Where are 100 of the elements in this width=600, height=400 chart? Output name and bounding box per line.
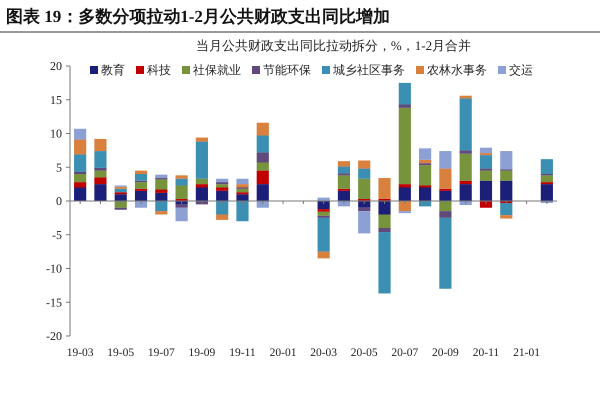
bar bbox=[114, 201, 127, 208]
bar bbox=[176, 178, 188, 186]
bar bbox=[155, 179, 168, 190]
bar bbox=[94, 177, 107, 184]
bar bbox=[94, 184, 107, 201]
bar bbox=[460, 180, 472, 184]
bar bbox=[256, 170, 269, 184]
bar bbox=[398, 82, 411, 104]
x-tick-label: 20-03 bbox=[310, 347, 338, 359]
bar bbox=[236, 201, 249, 222]
bar bbox=[500, 203, 512, 216]
legend-label: 科技 bbox=[147, 63, 171, 77]
bar bbox=[216, 214, 228, 220]
x-tick-label: 19-11 bbox=[229, 347, 256, 359]
bar bbox=[256, 184, 269, 201]
bar bbox=[134, 174, 148, 181]
bar bbox=[216, 178, 228, 182]
bar bbox=[419, 188, 432, 201]
bar bbox=[176, 208, 188, 222]
bar bbox=[256, 162, 269, 171]
bar bbox=[480, 148, 492, 154]
bar bbox=[256, 152, 269, 163]
bar bbox=[94, 138, 107, 152]
bar bbox=[216, 201, 228, 214]
bar bbox=[338, 175, 350, 189]
legend-label: 节能环保 bbox=[263, 63, 311, 77]
bar bbox=[94, 170, 107, 178]
legend-label: 教育 bbox=[101, 63, 125, 77]
bar bbox=[419, 148, 432, 160]
bar bbox=[358, 160, 370, 169]
bar bbox=[155, 174, 168, 178]
bar bbox=[74, 188, 86, 201]
bar bbox=[460, 98, 472, 150]
bar bbox=[256, 136, 269, 152]
bar bbox=[318, 212, 330, 216]
bar bbox=[74, 128, 86, 140]
bar bbox=[155, 190, 168, 193]
bar bbox=[358, 168, 370, 179]
bar bbox=[318, 252, 330, 258]
bar bbox=[196, 178, 208, 184]
bar bbox=[378, 228, 391, 232]
bar bbox=[378, 201, 391, 214]
legend-label: 社保就业 bbox=[193, 63, 241, 77]
bar bbox=[419, 165, 432, 186]
bar bbox=[236, 178, 249, 184]
bar bbox=[338, 166, 350, 174]
bar bbox=[196, 184, 208, 188]
y-tick-label: 10 bbox=[50, 126, 62, 140]
x-tick-label: 19-09 bbox=[188, 347, 216, 359]
bar bbox=[94, 151, 107, 168]
bar bbox=[134, 190, 148, 201]
bar bbox=[74, 140, 86, 154]
legend-label: 交运 bbox=[509, 63, 533, 77]
bar bbox=[155, 201, 168, 212]
x-tick-label: 20-01 bbox=[270, 347, 297, 359]
bar bbox=[196, 142, 208, 179]
bar bbox=[358, 208, 370, 212]
y-tick-label: 15 bbox=[50, 92, 62, 107]
bar bbox=[155, 192, 168, 201]
bar bbox=[155, 211, 168, 214]
x-tick-label: 20-05 bbox=[350, 347, 378, 359]
bar bbox=[540, 175, 553, 182]
legend-label: 城乡社区事务 bbox=[332, 63, 405, 77]
bar bbox=[256, 122, 269, 136]
bar bbox=[378, 232, 391, 294]
bar bbox=[500, 180, 512, 201]
chart-subtitle: 当月公共财政支出同比拉动拆分，%，1-2月合并 bbox=[196, 38, 472, 53]
bar bbox=[358, 178, 370, 199]
bar bbox=[500, 151, 512, 170]
bar bbox=[236, 184, 249, 188]
bar bbox=[318, 218, 330, 252]
bar bbox=[114, 194, 127, 201]
bar bbox=[439, 168, 452, 189]
y-tick-label: 20 bbox=[50, 59, 62, 73]
bar bbox=[74, 182, 86, 188]
bar bbox=[196, 138, 208, 142]
x-tick-label: 20-07 bbox=[391, 347, 418, 359]
bar bbox=[216, 190, 228, 201]
bar bbox=[398, 184, 411, 188]
bar bbox=[439, 211, 452, 218]
bar bbox=[134, 201, 148, 208]
bar bbox=[439, 218, 452, 289]
bar bbox=[196, 188, 208, 201]
bar bbox=[338, 161, 350, 167]
bar bbox=[480, 170, 492, 181]
bar bbox=[500, 215, 512, 219]
bar bbox=[358, 211, 370, 234]
bar bbox=[74, 174, 86, 182]
y-tick-label: -20 bbox=[46, 329, 62, 343]
x-tick-label: 21-01 bbox=[513, 347, 540, 359]
bar bbox=[480, 180, 492, 201]
y-tick-label: -10 bbox=[46, 262, 62, 276]
bar bbox=[256, 201, 269, 208]
bar bbox=[398, 104, 411, 108]
bar bbox=[216, 184, 228, 188]
bar bbox=[439, 201, 452, 212]
bar bbox=[480, 201, 492, 208]
bar bbox=[176, 185, 188, 199]
y-tick-label: 0 bbox=[56, 194, 62, 208]
bar bbox=[500, 170, 512, 181]
